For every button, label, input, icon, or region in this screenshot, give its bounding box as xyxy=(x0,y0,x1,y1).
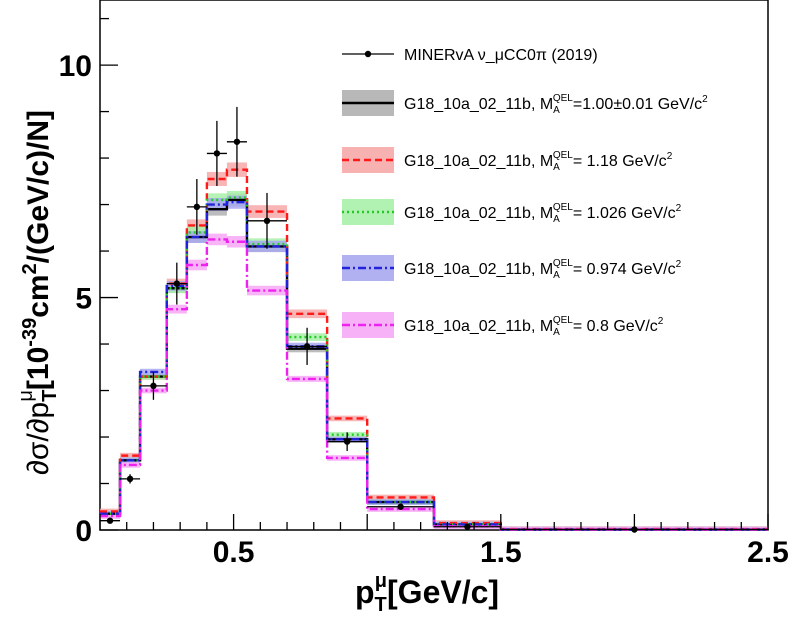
legend-label-sq-0: 2 xyxy=(702,94,708,105)
legend: MINERvA ν_μCC0π (2019)G18_10a_02_11b, MA… xyxy=(342,47,708,338)
x-axis-title: pTμ[GeV/c] xyxy=(355,570,499,616)
legend-label-0: G18_10a_02_11b, MAQEL=1.00±0.01 GeV/c2 xyxy=(404,93,708,116)
y-title-part-2: μ xyxy=(15,390,37,402)
error-band-s4-bin-5 xyxy=(206,233,227,246)
y-title-part-3: [10 xyxy=(22,347,55,390)
data-point-3 xyxy=(173,280,181,287)
series-line-4 xyxy=(100,238,768,531)
x-title-unit: [GeV/c] xyxy=(387,574,499,610)
data-point-0 xyxy=(106,517,114,524)
legend-label-sq-3: 2 xyxy=(676,259,682,270)
data-point-6 xyxy=(233,138,241,145)
x-tick-label-1.5: 1.5 xyxy=(480,536,522,569)
y-tick-label-5: 5 xyxy=(75,283,92,316)
legend-label-sup-2: QEL xyxy=(553,202,573,213)
data-point-7 xyxy=(263,217,271,225)
data-point-2 xyxy=(150,382,157,390)
y-tick-label-0: 0 xyxy=(75,515,92,548)
x-tick-label-2.5: 2.5 xyxy=(747,536,789,569)
legend-label-sub-4: A xyxy=(553,327,560,338)
error-band-s1-bin-8 xyxy=(287,309,328,319)
series-line-2 xyxy=(100,196,768,531)
x-tick-label-0.5: 0.5 xyxy=(213,536,255,569)
axes: 0 5 10 0.5 1.5 2.5 xyxy=(59,17,789,569)
error-band-s3-bin-5 xyxy=(206,198,227,212)
legend-label-4: G18_10a_02_11b, MAQEL= 0.8 GeV/c2 xyxy=(404,315,664,338)
plot-area xyxy=(99,0,769,531)
series-line-3 xyxy=(100,201,768,531)
legend-label-sup-4: QEL xyxy=(553,315,573,326)
x-title-sub: T xyxy=(375,594,387,616)
y-tick-label-10: 10 xyxy=(59,50,92,83)
error-band-s1-bin-1 xyxy=(120,452,141,459)
y-title-part-4: -39 xyxy=(19,318,41,347)
legend-data-label: MINERvA ν_μCC0π (2019) xyxy=(404,47,598,64)
legend-label-1: G18_10a_02_11b, MAQEL= 1.18 GeV/c2 xyxy=(404,150,673,173)
y-title-part-5: cm xyxy=(22,274,55,317)
legend-label-sup-0: QEL xyxy=(553,93,573,104)
y-title-part-7: /(GeV/c)/N] xyxy=(22,110,55,263)
legend-label-main-0: G18_10a_02_11b, M xyxy=(404,96,553,113)
data-point-8 xyxy=(303,343,311,350)
error-band-s4-bin-0 xyxy=(100,513,121,519)
legend-label-main-2: G18_10a_02_11b, M xyxy=(404,205,553,222)
y-title-part-6: 2 xyxy=(19,263,41,274)
x-title-sup: μ xyxy=(375,570,387,592)
legend-label-value-2: = 1.026 GeV/c xyxy=(573,205,676,222)
error-band-s4-bin-6 xyxy=(226,235,247,248)
legend-label-sq-2: 2 xyxy=(676,203,682,214)
legend-data-marker xyxy=(364,50,372,58)
legend-label-sq-1: 2 xyxy=(667,151,673,162)
legend-label-value-3: = 0.974 GeV/c xyxy=(573,261,676,278)
y-axis-title: ∂σ/∂pTμ[10-39cm2/(GeV/c)/N] xyxy=(15,110,61,475)
data-point-1 xyxy=(126,475,134,483)
legend-label-value-1: = 1.18 GeV/c xyxy=(573,153,667,170)
legend-label-sup-3: QEL xyxy=(553,258,573,269)
y-axis-title-text: ∂σ/∂pTμ[10-39cm2/(GeV/c)/N] xyxy=(15,110,61,475)
legend-label-value-0: =1.00±0.01 GeV/c xyxy=(573,96,702,113)
legend-label-sub-2: A xyxy=(553,214,560,225)
error-band-s4-bin-7 xyxy=(246,285,288,296)
y-title-part-1: T xyxy=(39,390,61,402)
legend-label-2: G18_10a_02_11b, MAQEL= 1.026 GeV/c2 xyxy=(404,202,682,225)
error-band-s4-bin-8 xyxy=(287,375,328,382)
legend-label-value-4: = 0.8 GeV/c xyxy=(573,318,658,335)
data-point-4 xyxy=(193,203,201,211)
y-title-part-0: ∂σ/∂p xyxy=(22,402,55,475)
data-point-11 xyxy=(464,523,471,530)
legend-label-main-4: G18_10a_02_11b, M xyxy=(404,318,553,335)
legend-label-sq-4: 2 xyxy=(658,316,664,327)
legend-label-main-3: G18_10a_02_11b, M xyxy=(404,261,553,278)
legend-label-sub-3: A xyxy=(553,270,560,281)
data-point-5 xyxy=(213,150,221,157)
legend-label-main-1: G18_10a_02_11b, M xyxy=(404,153,553,170)
legend-label-sup-1: QEL xyxy=(553,150,573,161)
legend-label-3: G18_10a_02_11b, MAQEL= 0.974 GeV/c2 xyxy=(404,258,682,281)
x-title-p: p xyxy=(355,574,375,610)
legend-label-sub-0: A xyxy=(553,105,560,116)
legend-label-sub-1: A xyxy=(553,162,560,173)
data-point-10 xyxy=(397,503,404,510)
x-axis-title-text: pTμ[GeV/c] xyxy=(355,570,499,616)
data-point-9 xyxy=(343,438,351,445)
